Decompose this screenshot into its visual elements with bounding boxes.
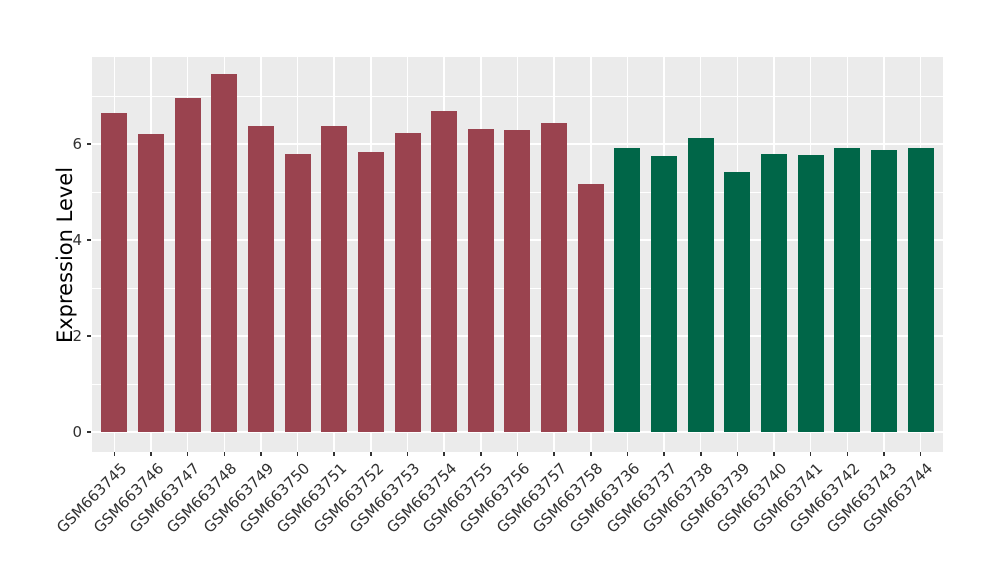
x-tick [919,452,922,456]
x-tick [626,452,629,456]
x-tick [406,452,409,456]
y-tick-label: 0 [72,423,82,441]
bar-slot [902,57,939,452]
bar-slot [866,57,903,452]
bar-slot [536,57,573,452]
bar-slot [169,57,206,452]
bar-slot [279,57,316,452]
bar-GSM663736 [614,147,641,432]
y-axis-title: Expression Level [53,166,77,343]
bar-GSM663737 [651,156,678,432]
x-tick [736,452,739,456]
x-tick [663,452,665,456]
bar-GSM663738 [687,138,714,432]
bar-slot [133,57,170,452]
bar-GSM663758 [577,184,604,432]
bar-slot [389,57,426,452]
bar-GSM663748 [211,74,238,432]
plot-panel [92,57,943,452]
bar-GSM663755 [467,129,494,432]
bar-GSM663749 [247,126,274,432]
bar-GSM663747 [174,97,201,432]
bar-GSM663752 [357,152,384,432]
bar-GSM663743 [871,149,897,432]
bar-slot [829,57,866,452]
x-tick [480,452,482,456]
bar-GSM663742 [834,148,861,432]
bar-GSM663754 [431,110,458,432]
x-tick [296,452,299,456]
y-tick [87,239,91,241]
x-tick [223,452,226,456]
x-tick [113,452,116,456]
bar-slot [719,57,756,452]
bar-GSM663740 [761,153,788,432]
bar-slot [206,57,243,452]
y-tick [87,431,91,433]
y-tick-label: 4 [72,231,82,249]
bar-slot [609,57,646,452]
x-tick [443,452,445,456]
bar-GSM663745 [101,112,128,432]
y-tick [87,143,91,145]
bar-GSM663744 [907,148,934,432]
bar-GSM663741 [797,154,824,432]
x-tick [260,452,262,456]
x-tick [333,452,335,456]
x-tick [186,452,189,456]
bar-GSM663756 [504,130,531,432]
x-tick [773,452,775,456]
bar-GSM663750 [284,154,311,432]
x-tick [700,452,702,456]
x-tick [516,452,519,456]
bar-slot [463,57,500,452]
bar-slot [426,57,463,452]
bar-slot [353,57,390,452]
x-tick [809,452,812,456]
bar-slot [572,57,609,452]
y-tick [87,335,91,337]
x-tick [846,452,849,456]
bar-slot [499,57,536,452]
bar-GSM663751 [321,126,348,432]
bar-GSM663753 [394,133,421,432]
x-tick [590,452,592,456]
bar-slot [756,57,793,452]
y-tick-label: 2 [72,327,82,345]
bar-slot [646,57,683,452]
x-tick [553,452,555,456]
bar-GSM663739 [724,171,751,432]
bar-slot [316,57,353,452]
bar-slot [682,57,719,452]
bar-slot [96,57,133,452]
bar-slot [792,57,829,452]
x-tick [883,452,885,456]
x-tick [150,452,152,456]
x-tick [370,452,372,456]
y-tick-label: 6 [72,135,82,153]
bar-GSM663757 [541,123,568,432]
bar-GSM663746 [137,133,164,432]
bar-slot [243,57,280,452]
